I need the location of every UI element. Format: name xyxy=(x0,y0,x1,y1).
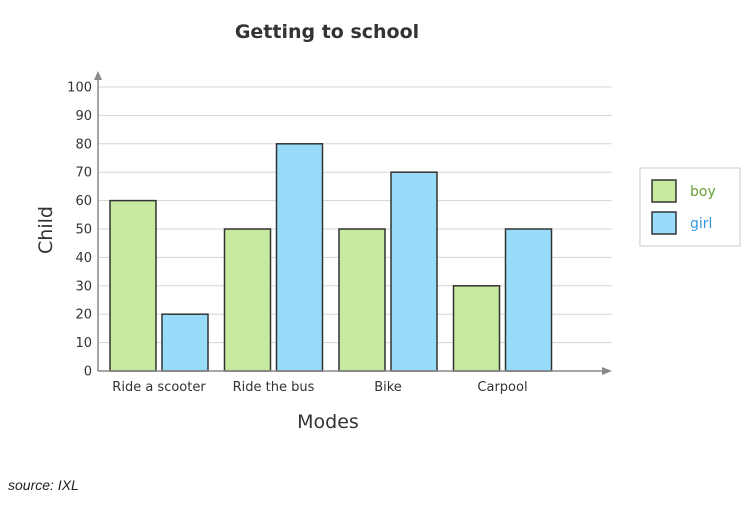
legend-swatch-boy xyxy=(651,179,677,203)
y-tick-labels: 0 10 20 30 40 50 60 70 80 90 100 xyxy=(67,81,92,380)
bar-boy-1 xyxy=(223,228,272,372)
x-axis-arrow xyxy=(602,367,612,375)
x-tick-label: Ride the bus xyxy=(233,380,315,395)
y-tick-label: 90 xyxy=(75,109,92,124)
bar-chart: Getting to school 0 10 20 30 40 50 60 70 80 90 100… xyxy=(35,21,741,433)
y-tick-label: 30 xyxy=(75,279,92,294)
x-tick-labels: Ride a scooter Ride the bus Bike Carpool xyxy=(112,380,527,395)
x-tick-label: Carpool xyxy=(477,380,527,395)
y-tick-label: 40 xyxy=(75,251,92,266)
legend-label-boy: boy xyxy=(690,184,716,200)
bar-girl-1 xyxy=(275,143,324,372)
axes xyxy=(94,71,612,375)
y-tick-label: 0 xyxy=(84,365,92,380)
x-axis-label: Modes xyxy=(297,411,359,433)
bar-girl-2 xyxy=(390,171,438,372)
y-tick-label: 60 xyxy=(75,194,92,209)
legend-label-girl: girl xyxy=(690,216,712,232)
bar-boy-0 xyxy=(109,199,157,372)
y-tick-label: 70 xyxy=(75,166,92,181)
legend: boy girl xyxy=(639,167,741,247)
y-tick-label: 50 xyxy=(75,223,92,238)
y-tick-label: 100 xyxy=(67,81,92,96)
y-tick-label: 10 xyxy=(75,336,92,351)
y-axis-arrow xyxy=(94,71,102,80)
y-tick-label: 20 xyxy=(75,308,92,323)
x-tick-label: Ride a scooter xyxy=(112,380,206,395)
bar-girl-0 xyxy=(161,313,209,372)
source-caption: source: IXL xyxy=(8,477,79,493)
chart-title: Getting to school xyxy=(235,21,419,43)
bar-girl-3 xyxy=(504,228,553,372)
bar-boy-2 xyxy=(338,228,386,372)
legend-swatch-girl xyxy=(651,211,677,235)
bar-boy-3 xyxy=(452,285,501,372)
y-axis-label: Child xyxy=(35,206,57,254)
y-tick-label: 80 xyxy=(75,137,92,152)
x-tick-label: Bike xyxy=(374,380,402,395)
